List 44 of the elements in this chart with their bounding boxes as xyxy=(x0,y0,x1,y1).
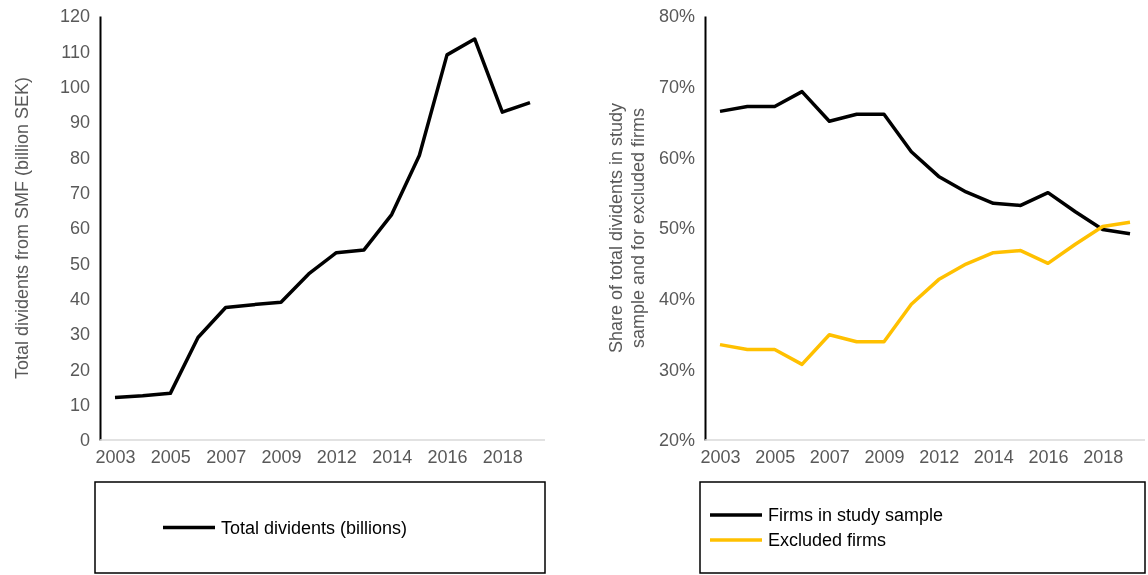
y-tick-label: 120 xyxy=(59,6,90,27)
x-tick-label: 2007 xyxy=(809,446,850,467)
y-axis-title: Total dividents from SMF (billion SEK) xyxy=(12,76,32,380)
y-tick-label: 10 xyxy=(69,394,90,415)
y-tick-label: 90 xyxy=(69,112,90,133)
legend-label: Total dividents (billions) xyxy=(221,517,408,538)
x-tick-label: 2018 xyxy=(1083,446,1124,467)
y-tick-label: 0 xyxy=(79,430,90,451)
x-tick-label: 2012 xyxy=(316,446,357,467)
line-series xyxy=(113,37,532,400)
y-tick-label: 20 xyxy=(69,359,90,380)
y-tick-label: 50 xyxy=(69,253,90,274)
x-tick-label: 2014 xyxy=(372,446,413,467)
x-tick-label: 2014 xyxy=(973,446,1014,467)
y-tick-label: 110 xyxy=(61,41,90,62)
y-tick-label: 70% xyxy=(658,76,695,97)
legend-label: Firms in study sample xyxy=(768,505,944,526)
x-tick-label: 2005 xyxy=(150,446,191,467)
y-tick-label: 30 xyxy=(69,324,90,345)
x-tick-label: 2003 xyxy=(95,446,136,467)
y-tick-label: 60% xyxy=(658,147,695,168)
y-tick-label: 80 xyxy=(69,147,90,168)
line-series xyxy=(718,89,1132,236)
y-tick-label: 40% xyxy=(658,288,695,309)
x-tick-label: 2012 xyxy=(919,446,960,467)
x-tick-label: 2016 xyxy=(1028,446,1069,467)
x-tick-label: 2009 xyxy=(261,446,302,467)
y-tick-label: 100 xyxy=(59,76,90,97)
y-tick-label: 60 xyxy=(69,218,90,239)
x-tick-label: 2018 xyxy=(482,446,523,467)
x-tick-label: 2009 xyxy=(864,446,905,467)
y-tick-label: 40 xyxy=(69,288,90,309)
line-series xyxy=(718,220,1132,367)
x-tick-label: 2016 xyxy=(427,446,468,467)
y-tick-label: 20% xyxy=(658,430,695,451)
y-tick-label: 80% xyxy=(658,6,695,27)
y-tick-label: 70 xyxy=(69,182,90,203)
x-tick-label: 2007 xyxy=(206,446,247,467)
x-tick-label: 2005 xyxy=(755,446,796,467)
y-axis-title: Share of total dividents in study sample and for excluded firms xyxy=(606,102,648,354)
legend-label: Excluded firms xyxy=(768,530,887,551)
x-tick-label: 2003 xyxy=(700,446,741,467)
y-tick-label: 30% xyxy=(658,359,695,380)
y-tick-label: 50% xyxy=(658,218,695,239)
